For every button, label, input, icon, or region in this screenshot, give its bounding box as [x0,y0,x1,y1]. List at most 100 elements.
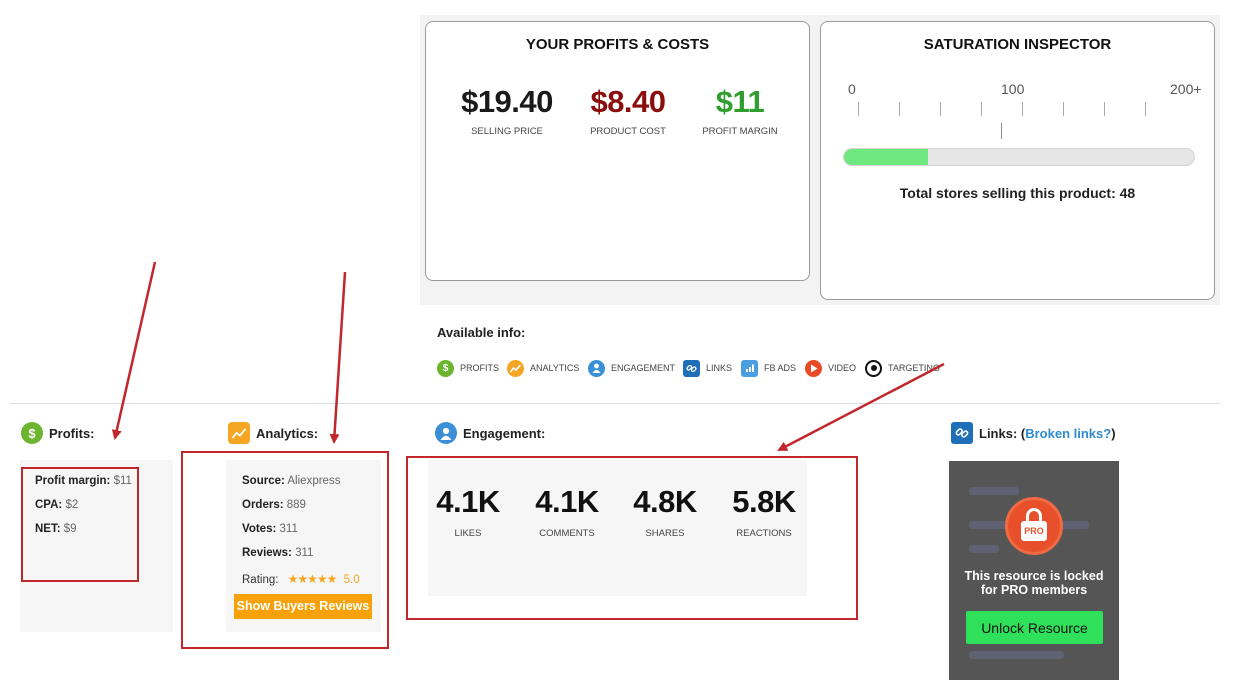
legend-video-label: VIDEO [828,363,857,373]
dollar-icon: $ [21,422,43,444]
saturation-card: SATURATION INSPECTOR 0 100 200+ Total st… [820,21,1215,300]
scale-label-mid: 100 [1001,81,1025,97]
legend-fb-ads[interactable]: FB ADS [741,359,796,377]
reviews-row-value: 311 [295,547,314,559]
selling-price-value: $19.40 [461,84,553,119]
profit-margin-row-label: Profit margin: [35,475,111,487]
rating-row-value: 5.0 [343,574,360,586]
blurred-content [969,545,999,553]
legend-engagement-label: ENGAGEMENT [611,363,676,373]
unlock-resource-button[interactable]: Unlock Resource [966,611,1103,644]
scale-tick [1022,102,1023,116]
profits-costs-card: YOUR PROFITS & COSTS $19.40 SELLING PRIC… [425,21,810,281]
legend-analytics-label: ANALYTICS [530,363,580,373]
engagement-title: Engagement: [463,425,546,441]
lock-shackle [1026,508,1042,524]
profit-margin-label: PROFIT MARGIN [702,126,778,137]
pro-badge: PRO [1021,521,1047,541]
votes-row-value: 311 [279,523,298,535]
saturation-title: SATURATION INSPECTOR [923,36,1112,53]
profit-margin: $11 PROFIT MARGIN [680,84,800,137]
votes-row-label: Votes: [242,523,277,535]
annotation-arrow [111,261,157,440]
analytics-icon [228,422,250,444]
votes-row: Votes: 311 [242,523,298,535]
annotation-box-profits [21,467,139,582]
engagement-icon [588,359,605,377]
scale-tick [1145,102,1146,116]
link-icon [951,422,973,444]
annotation-arrow [777,362,945,452]
pro-lock-icon: PRO [1005,497,1063,555]
fb-ads-icon [741,359,758,377]
rating-stars-icon: ★★★★★ [287,572,338,586]
reactions-stat: 5.8K REACTIONS [716,484,812,539]
locked-message-line-1: This resource is locked [964,569,1104,583]
available-info-title: Available info: [437,325,526,340]
cpa-row-value: $2 [65,499,79,511]
annotation-box-engagement [406,456,858,620]
annotation-arrow [329,271,347,444]
section-divider [10,403,1220,404]
targeting-icon [865,359,882,377]
source-row-value: Aliexpress [287,475,341,487]
rating-row: Rating: ★★★★★ 5.0 [242,572,360,586]
profits-header: $ Profits: [21,422,95,444]
scale-label-min: 0 [848,81,856,97]
source-row-label: Source: [242,475,285,487]
scale-tick [858,102,859,116]
net-row-value: $9 [63,523,77,535]
legend-targeting[interactable]: TARGETING [865,359,940,377]
likes-value: 4.1K [436,484,500,519]
scale-tick [1104,102,1105,116]
comments-stat: 4.1K COMMENTS [519,484,615,539]
analytics-header: Analytics: [228,422,318,444]
scale-tick [981,102,982,116]
profit-margin-value: $11 [715,84,765,119]
legend-profits[interactable]: $ PROFITS [437,359,499,377]
selling-price: $19.40 SELLING PRICE [447,84,567,137]
reviews-row-label: Reviews: [242,547,292,559]
net-row: NET: $9 [35,523,77,535]
legend-links[interactable]: LINKS [683,359,732,377]
engagement-panel [428,460,807,596]
show-buyers-reviews-button[interactable]: Show Buyers Reviews [234,594,372,619]
links-header: Links: (Broken links?) [951,422,1116,444]
legend-targeting-label: TARGETING [888,363,940,373]
legend-engagement[interactable]: ENGAGEMENT [588,359,675,377]
scale-label-max: 200+ [1170,81,1202,97]
orders-row-label: Orders: [242,499,284,511]
profit-margin-row-value: $11 [113,475,132,487]
locked-message: This resource is locked for PRO members [949,569,1119,597]
profits-costs-title: YOUR PROFITS & COSTS [525,36,710,53]
legend-fb-ads-label: FB ADS [764,363,797,373]
legend-links-label: LINKS [706,363,733,373]
scale-tick [1063,102,1064,116]
profits-title: Profits: [49,425,95,441]
blurred-content [969,651,1064,659]
shares-label: SHARES [645,528,685,539]
legend-profits-label: PROFITS [460,363,500,373]
shares-value: 4.8K [633,484,697,519]
locked-links-panel: PRO This resource is locked for PRO memb… [949,461,1119,680]
product-cost-value: $8.40 [590,84,666,119]
scale-tick [899,102,900,116]
legend-video[interactable]: VIDEO [805,359,856,377]
dollar-icon: $ [437,359,454,377]
broken-links-link[interactable]: Broken links? [1025,425,1112,441]
locked-message-line-2: for PRO members [980,583,1088,597]
legend-analytics[interactable]: ANALYTICS [507,359,579,377]
likes-label: LIKES [454,528,482,539]
selling-price-label: SELLING PRICE [471,126,543,137]
video-icon [805,359,822,377]
scale-tick [940,102,941,116]
annotation-box-analytics [181,451,389,649]
analytics-icon [507,359,524,377]
saturation-bar-fill [844,149,928,165]
blurred-content [969,487,1019,495]
comments-value: 4.1K [535,484,599,519]
reviews-row: Reviews: 311 [242,547,313,559]
product-cost: $8.40 PRODUCT COST [568,84,688,137]
total-stores-text: Total stores selling this product: 48 [899,185,1136,201]
